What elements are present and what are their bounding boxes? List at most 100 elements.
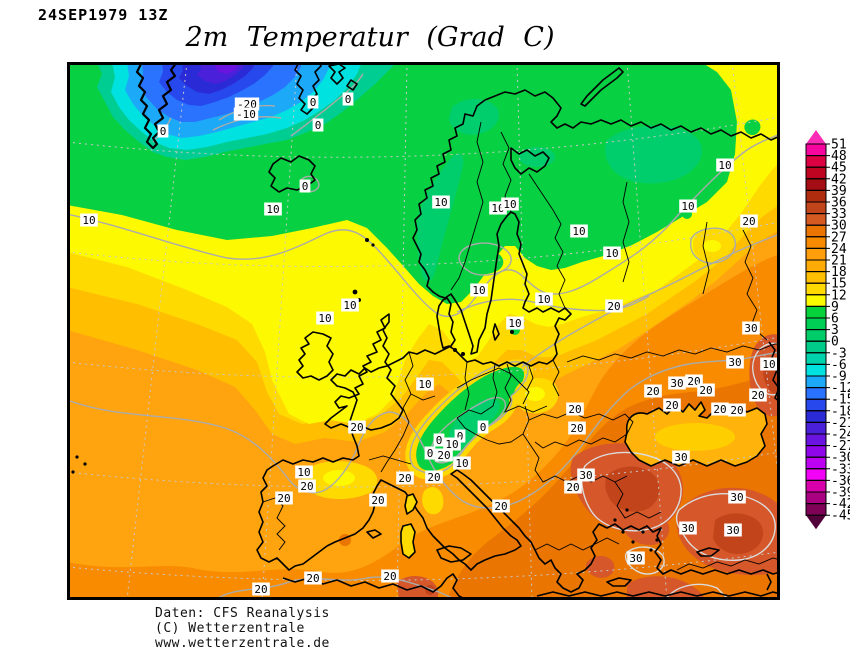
svg-text:-12: -12	[831, 381, 850, 396]
field-blacksea-center	[655, 423, 735, 451]
svg-text:20: 20	[306, 572, 319, 585]
svg-text:20: 20	[427, 471, 440, 484]
svg-text:20: 20	[300, 480, 313, 493]
field-teal-patch-norway	[416, 153, 464, 282]
svg-text:24: 24	[831, 242, 847, 257]
svg-text:20: 20	[730, 404, 743, 417]
field-green-corner-spot	[744, 119, 761, 136]
svg-text:3: 3	[831, 323, 839, 338]
svg-text:30: 30	[579, 469, 592, 482]
contour-30-aegean	[624, 546, 665, 575]
coast-iceland	[268, 155, 316, 193]
colorbar-tick-labels: 51484542393633302724211815129630-3-6-9-1…	[806, 138, 850, 524]
svg-text:20: 20	[398, 472, 411, 485]
svg-text:20: 20	[699, 384, 712, 397]
svg-text:-9: -9	[831, 370, 847, 385]
map-credits: Daten: CFS Reanalysis (C) Wetterzentrale…	[155, 606, 330, 651]
svg-text:30: 30	[726, 524, 739, 537]
svg-text:-21: -21	[831, 416, 850, 431]
contour-20-russia	[521, 233, 780, 368]
svg-text:30: 30	[670, 377, 683, 390]
contour-10-baltic	[456, 295, 650, 313]
credit-line-1: Daten: CFS Reanalysis	[155, 606, 330, 621]
svg-text:36: 36	[831, 196, 847, 211]
svg-text:20: 20	[713, 403, 726, 416]
coast-balearics	[366, 529, 382, 539]
svg-text:30: 30	[831, 219, 847, 234]
svg-text:20: 20	[437, 449, 450, 462]
svg-text:30: 30	[629, 552, 642, 565]
svg-text:39: 39	[831, 184, 847, 199]
coast-novaya-zemlya	[580, 67, 624, 107]
svg-text:-27: -27	[831, 439, 850, 454]
svg-text:10: 10	[455, 457, 468, 470]
svg-text:-24: -24	[831, 428, 850, 443]
svg-text:20: 20	[350, 421, 363, 434]
coast-uk	[324, 313, 404, 431]
svg-text:30: 30	[730, 491, 743, 504]
svg-text:30: 30	[681, 522, 694, 535]
coast-greenland	[135, 62, 178, 150]
contour-30-africa	[664, 583, 730, 600]
svg-text:0: 0	[302, 180, 309, 193]
svg-text:-42: -42	[831, 497, 850, 512]
coast-africa-east	[536, 591, 780, 597]
svg-text:20: 20	[742, 215, 755, 228]
svg-text:-10: -10	[236, 108, 256, 121]
svg-text:20: 20	[277, 492, 290, 505]
colorbar-arrow-down	[806, 515, 826, 530]
coast-corsica	[404, 493, 418, 515]
svg-text:30: 30	[744, 322, 757, 335]
credit-line-2: (C) Wetterzentrale	[155, 621, 305, 636]
svg-text:-30: -30	[831, 451, 850, 466]
svg-text:0: 0	[457, 430, 464, 443]
svg-text:0: 0	[345, 93, 352, 106]
svg-text:10: 10	[503, 198, 516, 211]
svg-text:10: 10	[318, 312, 331, 325]
credit-line-3: www.wetterzentrale.de	[155, 636, 330, 651]
svg-text:20: 20	[383, 570, 396, 583]
coast-cyprus	[696, 547, 720, 557]
coast-gotland	[492, 323, 500, 341]
svg-text:-18: -18	[831, 404, 850, 419]
svg-text:20: 20	[566, 481, 579, 494]
svg-text:-6: -6	[831, 358, 847, 373]
svg-text:42: 42	[831, 172, 847, 187]
svg-text:0: 0	[427, 447, 434, 460]
temperature-field	[67, 62, 780, 600]
svg-text:-39: -39	[831, 486, 850, 501]
svg-text:20: 20	[751, 389, 764, 402]
coast-africa-west	[282, 573, 468, 600]
svg-text:20: 20	[494, 500, 507, 513]
svg-text:10: 10	[418, 378, 431, 391]
field-yellow-pannonia	[525, 387, 545, 401]
svg-text:9: 9	[831, 300, 839, 315]
contour-0-alps-ring	[430, 396, 506, 464]
contour-10-sweden	[458, 242, 512, 276]
field-red-africa-e	[627, 576, 705, 600]
svg-text:18: 18	[831, 265, 847, 280]
map-frame	[67, 62, 780, 600]
svg-text:20: 20	[568, 403, 581, 416]
svg-text:10: 10	[266, 203, 279, 216]
coast-sicily	[436, 545, 472, 563]
map-datetime: 24SEP1979 13Z	[38, 6, 169, 24]
contour-30-balkans	[581, 451, 682, 532]
colorbar-arrow-up	[806, 130, 826, 144]
svg-text:-45: -45	[831, 509, 850, 524]
svg-text:10: 10	[605, 247, 618, 260]
contour-20-russia-ring	[689, 227, 737, 264]
field-teal-patch-barents	[449, 98, 499, 135]
svg-text:0: 0	[310, 96, 317, 109]
svg-text:0: 0	[480, 421, 487, 434]
svg-text:27: 27	[831, 230, 847, 245]
coast-arctic-russia	[484, 89, 780, 141]
svg-text:20: 20	[570, 422, 583, 435]
svg-text:0: 0	[160, 125, 167, 138]
svg-text:15: 15	[831, 277, 847, 292]
field-yellow-russia-spot	[703, 240, 721, 252]
colorbar: 51 48 45 42 39 36 33 30 27 24 21 18 15 12 9 6 3 0 -3 -6 -9 -1…	[804, 128, 850, 540]
svg-text:10: 10	[445, 438, 458, 451]
